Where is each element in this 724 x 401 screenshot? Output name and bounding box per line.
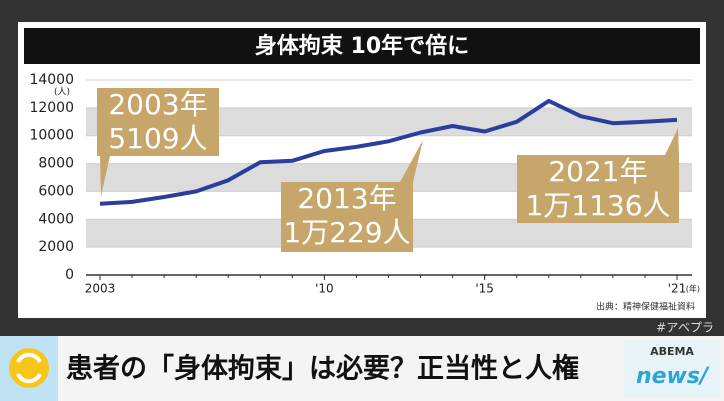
logo-bottom: news/ [636,364,710,389]
logo-top: ABEMA [650,345,694,358]
hashtag: #アベプラ [656,321,714,335]
x-tick-label: 2003 [85,282,116,296]
hashtag-strip [0,318,724,336]
callout-text: 1万1136人 [525,189,670,222]
series-line [99,98,678,206]
logo-bg [624,340,720,398]
banner-headline: 患者の「身体拘束」は必要？正当性と人権 [66,353,579,385]
y-tick-label: 2000 [38,239,74,255]
callout [97,88,219,156]
callout-pointer [100,156,110,196]
callout-text: 2021年 [548,155,647,188]
y-unit: (人) [54,87,70,98]
y-tick-label: 14000 [29,72,74,88]
plot: 0 2000 4000 6000 8000 10000 12000 14000(人) 2003 '… [29,72,700,296]
x-tick-label: '15 [475,282,494,296]
title-bar [24,28,700,64]
callout-text: 5109人 [108,122,207,155]
y-tick-label: 12000 [29,100,74,116]
chart-title: 身体拘束 10年で倍に [255,33,469,59]
callout [517,155,679,223]
banner-icon-arrows [16,352,42,384]
banner [0,336,724,401]
y-tick-label: 10000 [29,128,74,144]
callout-text: 1万229人 [283,216,410,249]
callout [281,182,413,252]
y-tick-label: 0 [65,267,74,283]
callout-pointer [665,128,679,155]
x-tick-label: '21 [668,282,687,296]
x-tick-label: '10 [315,282,334,296]
callout-pointer [400,140,423,182]
x-unit: (年) [686,284,700,294]
y-tick-label: 8000 [38,156,74,172]
y-tick-label: 4000 [38,211,74,227]
callout-text: 2013年 [297,182,396,215]
callout-text: 2003年 [108,88,207,121]
y-tick-label: 6000 [38,183,74,199]
source: 出典：精神保健福祉資料 [596,301,695,313]
